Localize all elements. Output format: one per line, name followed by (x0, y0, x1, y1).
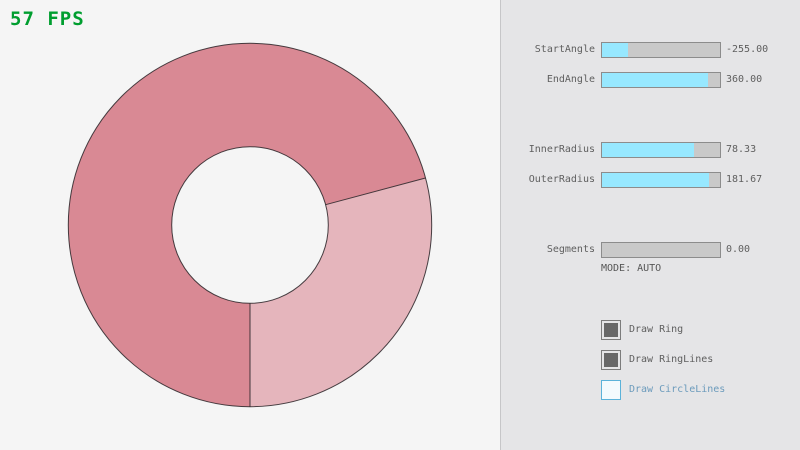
segments-mode-text: MODE: AUTO (601, 263, 662, 274)
segments-value: 0.00 (726, 244, 751, 255)
draw-ring-row: Draw Ring (601, 320, 800, 340)
ring-sector-overlap (68, 43, 426, 407)
innerradius-row: InnerRadius 78.33 (501, 140, 800, 160)
endangle-slider[interactable] (601, 72, 721, 88)
outerradius-slider-fill (602, 173, 710, 187)
outerradius-slider[interactable] (601, 172, 721, 188)
control-panel: StartAngle -255.00 EndAngle 360.00 Inner… (500, 0, 800, 450)
startangle-slider-fill (602, 43, 628, 57)
startangle-value: -255.00 (726, 44, 769, 55)
segments-slider[interactable] (601, 242, 721, 258)
startangle-row: StartAngle -255.00 (501, 40, 800, 60)
draw-ring-label: Draw Ring (629, 324, 684, 335)
draw-circlelines-row: Draw CircleLines (601, 380, 800, 400)
innerradius-slider-fill (602, 143, 695, 157)
draw-circlelines-label: Draw CircleLines (629, 384, 726, 395)
outerradius-value: 181.67 (726, 174, 763, 185)
endangle-label: EndAngle (546, 74, 595, 85)
checkmark (604, 323, 618, 337)
startangle-label: StartAngle (534, 44, 595, 55)
draw-ring-checkbox[interactable] (601, 320, 621, 340)
outerradius-label: OuterRadius (528, 174, 595, 185)
outerradius-row: OuterRadius 181.67 (501, 170, 800, 190)
ring-inner-circle-line (171, 146, 329, 304)
endangle-value: 360.00 (726, 74, 763, 85)
ring-lines (67, 42, 433, 408)
ring-preview (67, 42, 433, 408)
segments-label: Segments (546, 244, 595, 255)
ring-radial-line-end (325, 177, 426, 206)
innerradius-label: InnerRadius (528, 144, 595, 155)
draw-ringlines-row: Draw RingLines (601, 350, 800, 370)
innerradius-value: 78.33 (726, 144, 757, 155)
endangle-row: EndAngle 360.00 (501, 70, 800, 90)
segments-row: Segments 0.00 (501, 240, 800, 260)
ring-sector-single (250, 178, 432, 407)
fps-counter: 57 FPS (10, 8, 85, 30)
draw-circlelines-checkbox[interactable] (601, 380, 621, 400)
startangle-slider[interactable] (601, 42, 721, 58)
checkmark (604, 353, 618, 367)
draw-ringlines-checkbox[interactable] (601, 350, 621, 370)
draw-ringlines-label: Draw RingLines (629, 354, 714, 365)
endangle-slider-fill (602, 73, 709, 87)
innerradius-slider[interactable] (601, 142, 721, 158)
